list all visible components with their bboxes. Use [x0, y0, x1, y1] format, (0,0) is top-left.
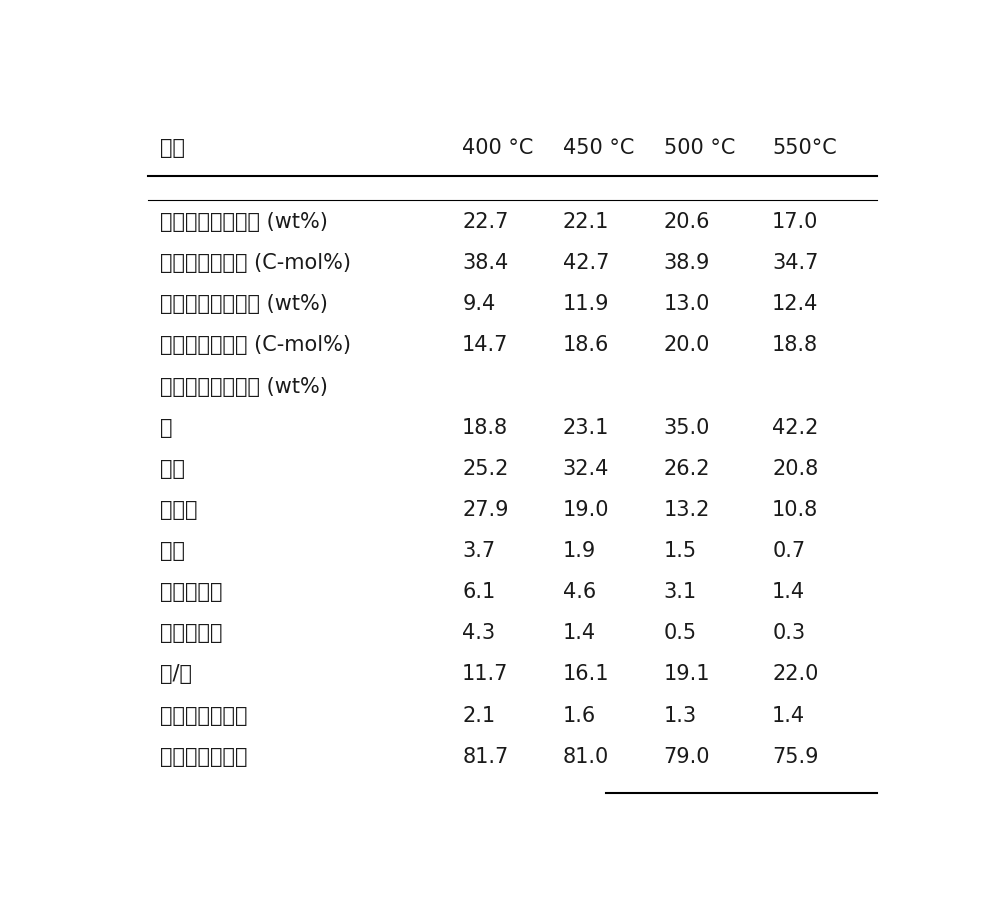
Text: 75.9: 75.9 [772, 747, 819, 767]
Text: 20.8: 20.8 [772, 459, 818, 478]
Text: 低碳烯烃质量产率 (wt%): 低碳烯烃质量产率 (wt%) [160, 294, 328, 314]
Text: 22.0: 22.0 [772, 665, 818, 685]
Text: 450 °C: 450 °C [563, 138, 634, 158]
Text: 14.7: 14.7 [462, 335, 509, 355]
Text: 19.1: 19.1 [664, 665, 710, 685]
Text: 温度: 温度 [160, 138, 185, 158]
Text: 17.0: 17.0 [772, 212, 818, 232]
Text: 萘/茚: 萘/茚 [160, 665, 192, 685]
Text: 低碳芳烃质量产率 (wt%): 低碳芳烃质量产率 (wt%) [160, 212, 328, 232]
Text: 2.1: 2.1 [462, 706, 495, 726]
Text: 1.6: 1.6 [563, 706, 596, 726]
Text: 12.4: 12.4 [772, 294, 818, 314]
Text: 3.7: 3.7 [462, 541, 495, 561]
Text: 1.4: 1.4 [772, 582, 805, 603]
Text: 550°C: 550°C [772, 138, 837, 158]
Text: 26.2: 26.2 [664, 459, 710, 478]
Text: 27.9: 27.9 [462, 500, 509, 519]
Text: 13.0: 13.0 [664, 294, 710, 314]
Text: 1.9: 1.9 [563, 541, 596, 561]
Text: 11.7: 11.7 [462, 665, 509, 685]
Text: 81.0: 81.0 [563, 747, 609, 767]
Text: 400 °C: 400 °C [462, 138, 534, 158]
Text: 0.3: 0.3 [772, 624, 805, 644]
Text: 酚类化合物: 酚类化合物 [160, 624, 222, 644]
Text: 10.8: 10.8 [772, 500, 818, 519]
Text: 乙苯: 乙苯 [160, 541, 185, 561]
Text: 3.1: 3.1 [664, 582, 697, 603]
Text: 42.7: 42.7 [563, 253, 609, 273]
Text: 6.1: 6.1 [462, 582, 495, 603]
Text: 4.6: 4.6 [563, 582, 596, 603]
Text: 单环芳香物含量: 单环芳香物含量 [160, 747, 247, 767]
Text: 16.1: 16.1 [563, 665, 609, 685]
Text: 23.1: 23.1 [563, 417, 609, 437]
Text: 38.9: 38.9 [664, 253, 710, 273]
Text: 18.8: 18.8 [462, 417, 508, 437]
Text: 低碳烯烃碳产率 (C-mol%): 低碳烯烃碳产率 (C-mol%) [160, 335, 351, 355]
Text: 11.9: 11.9 [563, 294, 609, 314]
Text: 低碳芳烃碳产率 (C-mol%): 低碳芳烃碳产率 (C-mol%) [160, 253, 351, 273]
Text: 三甲基乙苯: 三甲基乙苯 [160, 582, 222, 603]
Text: 9.4: 9.4 [462, 294, 495, 314]
Text: 42.2: 42.2 [772, 417, 818, 437]
Text: 1.5: 1.5 [664, 541, 697, 561]
Text: 25.2: 25.2 [462, 459, 509, 478]
Text: 19.0: 19.0 [563, 500, 609, 519]
Text: 81.7: 81.7 [462, 747, 508, 767]
Text: 甲苯: 甲苯 [160, 459, 185, 478]
Text: 500 °C: 500 °C [664, 138, 735, 158]
Text: 1.4: 1.4 [772, 706, 805, 726]
Text: 20.6: 20.6 [664, 212, 710, 232]
Text: 32.4: 32.4 [563, 459, 609, 478]
Text: 22.1: 22.1 [563, 212, 609, 232]
Text: 0.7: 0.7 [772, 541, 805, 561]
Text: 22.7: 22.7 [462, 212, 509, 232]
Text: 芳香类中间体分布 (wt%): 芳香类中间体分布 (wt%) [160, 376, 328, 396]
Text: 对甲苯: 对甲苯 [160, 500, 197, 519]
Text: 0.5: 0.5 [664, 624, 697, 644]
Text: 4.3: 4.3 [462, 624, 495, 644]
Text: 其它多环芳香物: 其它多环芳香物 [160, 706, 247, 726]
Text: 35.0: 35.0 [664, 417, 710, 437]
Text: 38.4: 38.4 [462, 253, 508, 273]
Text: 34.7: 34.7 [772, 253, 818, 273]
Text: 79.0: 79.0 [664, 747, 710, 767]
Text: 18.8: 18.8 [772, 335, 818, 355]
Text: 1.4: 1.4 [563, 624, 596, 644]
Text: 苯: 苯 [160, 417, 172, 437]
Text: 13.2: 13.2 [664, 500, 710, 519]
Text: 20.0: 20.0 [664, 335, 710, 355]
Text: 18.6: 18.6 [563, 335, 609, 355]
Text: 1.3: 1.3 [664, 706, 697, 726]
